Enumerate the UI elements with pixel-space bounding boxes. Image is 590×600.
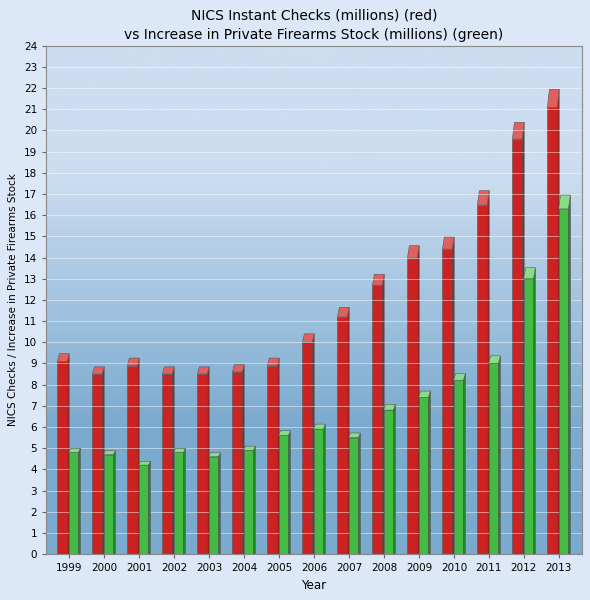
Polygon shape [277,358,279,554]
Polygon shape [489,356,500,364]
Polygon shape [57,361,67,554]
Polygon shape [104,451,116,455]
Polygon shape [533,268,535,554]
Polygon shape [463,373,466,554]
Polygon shape [384,404,395,410]
Polygon shape [408,257,417,554]
Polygon shape [232,372,242,554]
Polygon shape [524,279,533,554]
Polygon shape [104,455,113,554]
Polygon shape [454,380,463,554]
Polygon shape [487,191,489,554]
Polygon shape [513,139,522,554]
Polygon shape [68,452,78,554]
Polygon shape [524,268,535,279]
Title: NICS Instant Checks (millions) (red)
vs Increase in Private Firearms Stock (mill: NICS Instant Checks (millions) (red) vs … [124,8,503,42]
Polygon shape [442,249,453,554]
Polygon shape [113,451,116,554]
Polygon shape [207,367,209,554]
Polygon shape [139,465,149,554]
Polygon shape [244,446,255,451]
Polygon shape [337,307,349,317]
Polygon shape [348,307,349,554]
Polygon shape [314,429,323,554]
Polygon shape [428,391,430,554]
Polygon shape [314,424,326,429]
Polygon shape [209,453,221,457]
Polygon shape [557,89,559,554]
Y-axis label: NICS Checks / Increase in Private Firearms Stock: NICS Checks / Increase in Private Firear… [8,173,18,427]
Polygon shape [127,358,139,365]
Polygon shape [162,367,174,374]
Polygon shape [303,334,314,342]
Polygon shape [232,365,244,372]
Polygon shape [242,365,244,554]
Polygon shape [312,334,314,554]
Polygon shape [548,107,557,554]
Polygon shape [417,246,419,554]
Polygon shape [522,122,524,554]
Polygon shape [244,451,254,554]
Polygon shape [162,374,172,554]
Polygon shape [93,367,104,374]
Polygon shape [137,358,139,554]
Polygon shape [408,246,419,257]
Polygon shape [303,342,312,554]
Polygon shape [173,452,183,554]
Polygon shape [278,436,289,554]
Polygon shape [102,367,104,554]
Polygon shape [139,461,150,465]
X-axis label: Year: Year [301,578,326,592]
Polygon shape [149,461,150,554]
Polygon shape [359,433,360,554]
Polygon shape [489,364,499,554]
Polygon shape [477,205,487,554]
Polygon shape [349,437,359,554]
Polygon shape [198,374,207,554]
Polygon shape [513,122,524,139]
Polygon shape [419,391,430,397]
Polygon shape [559,195,571,209]
Polygon shape [209,457,218,554]
Polygon shape [68,448,80,452]
Polygon shape [419,397,428,554]
Polygon shape [442,237,454,249]
Polygon shape [323,424,326,554]
Polygon shape [57,353,69,361]
Polygon shape [372,285,382,554]
Polygon shape [499,356,500,554]
Polygon shape [198,367,209,374]
Polygon shape [559,209,568,554]
Polygon shape [173,448,185,452]
Polygon shape [218,453,221,554]
Polygon shape [172,367,174,554]
Polygon shape [384,410,394,554]
Polygon shape [453,237,454,554]
Polygon shape [267,365,277,554]
Polygon shape [289,431,290,554]
Polygon shape [349,433,360,437]
Polygon shape [254,446,255,554]
Polygon shape [67,353,69,554]
Polygon shape [477,191,489,205]
Polygon shape [372,274,384,285]
Polygon shape [382,274,384,554]
Polygon shape [127,365,137,554]
Polygon shape [93,374,102,554]
Polygon shape [568,195,571,554]
Polygon shape [454,373,466,380]
Polygon shape [278,431,290,436]
Polygon shape [548,89,559,107]
Polygon shape [394,404,395,554]
Polygon shape [337,317,348,554]
Polygon shape [183,448,185,554]
Polygon shape [78,448,80,554]
Polygon shape [267,358,279,365]
